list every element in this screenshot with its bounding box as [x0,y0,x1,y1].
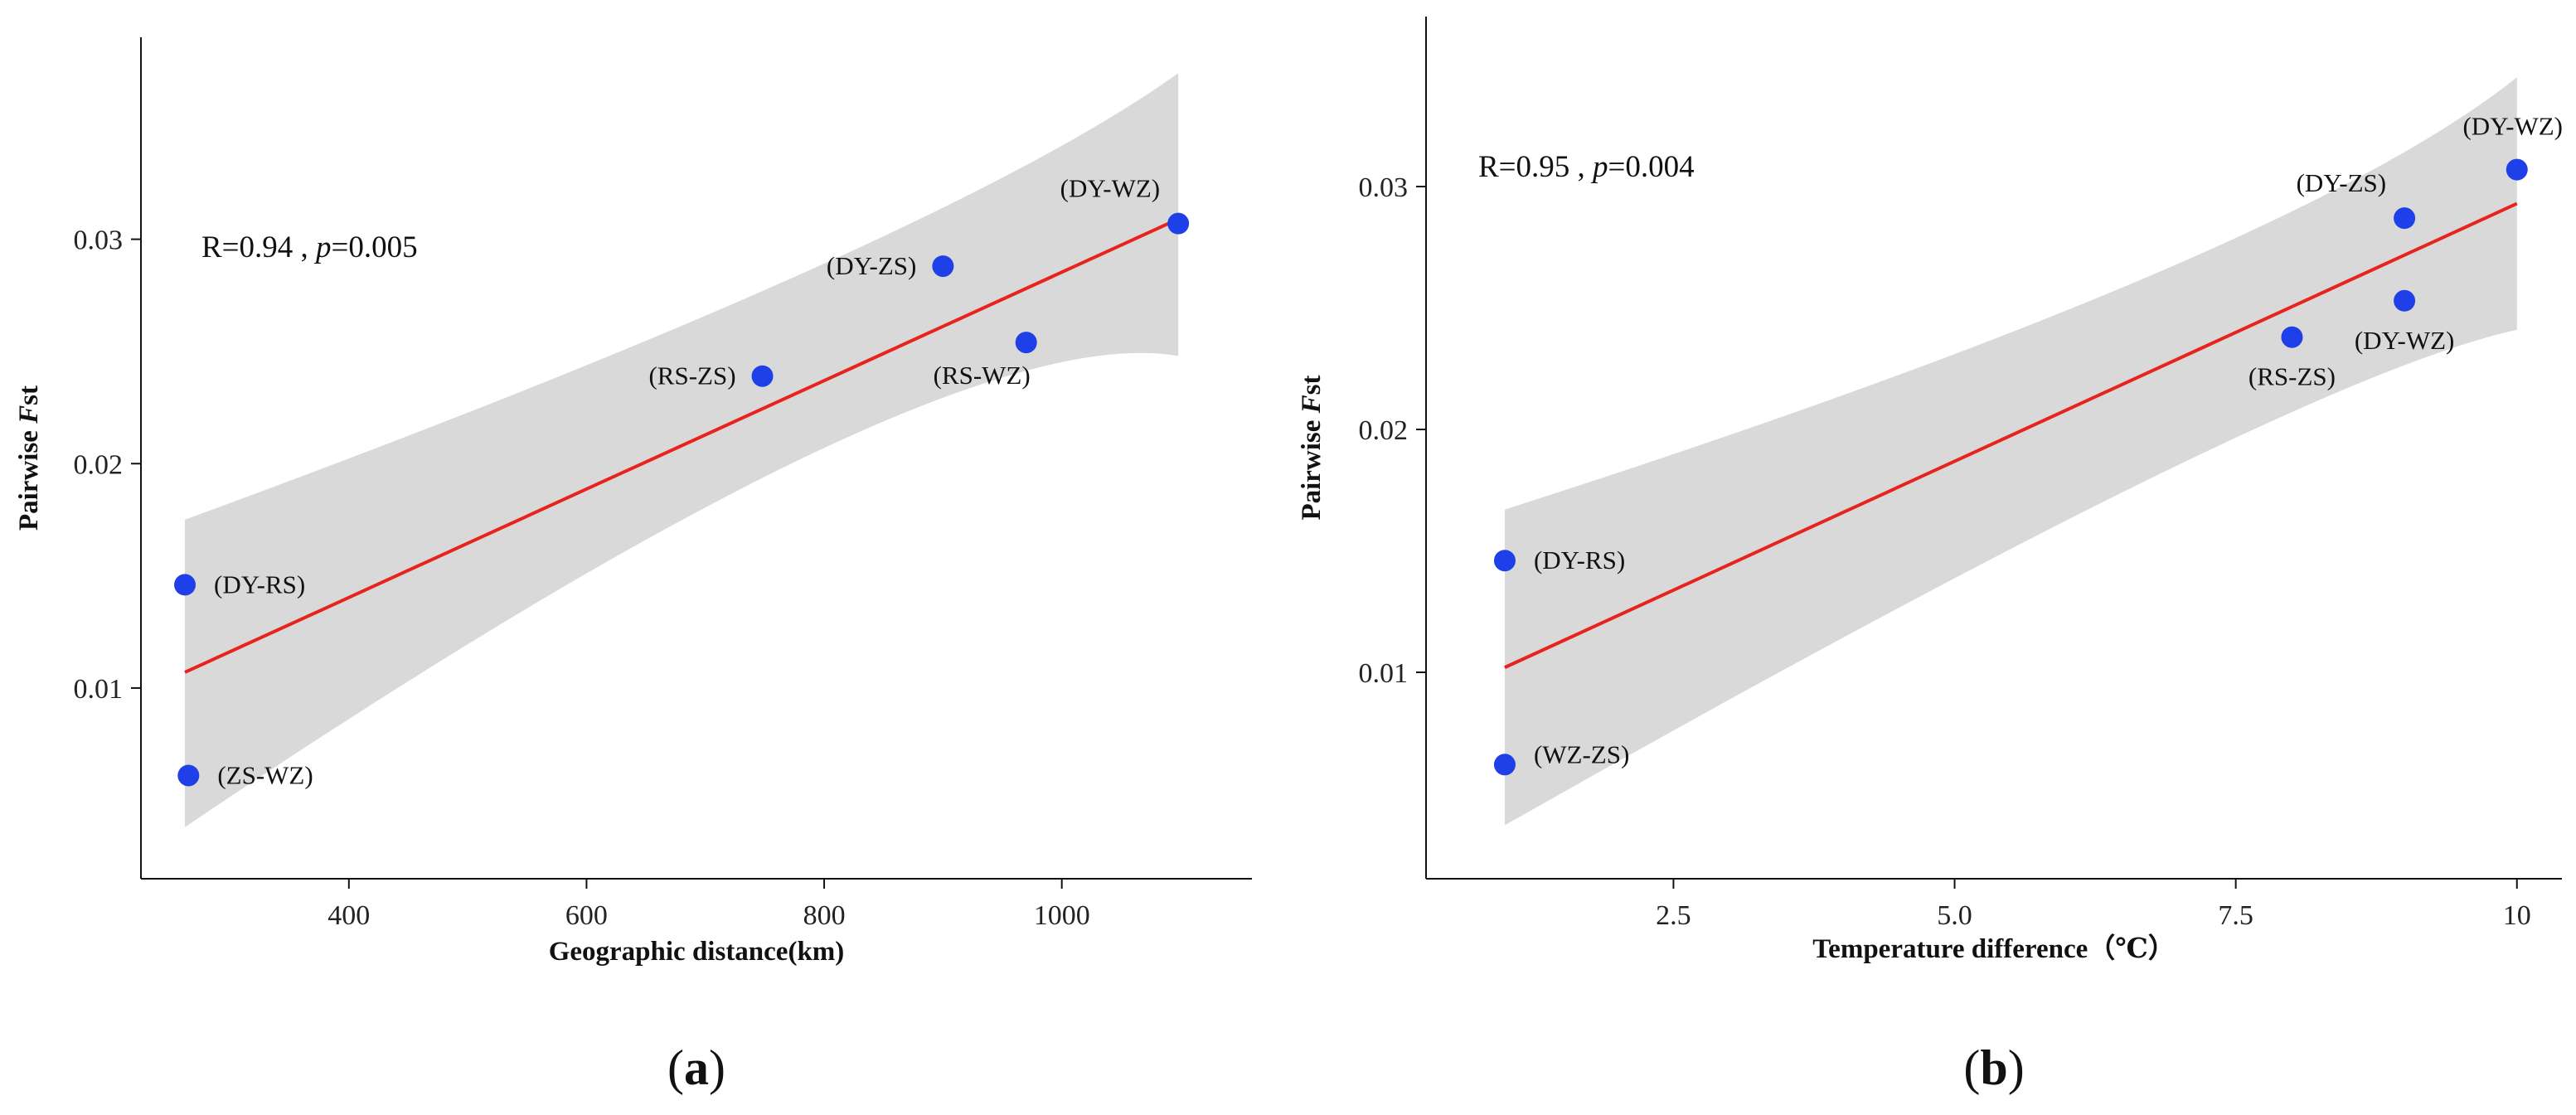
data-point [2394,289,2416,312]
panel-b: 2.5 5.0 7.5 10 0.01 0.02 0.03 (DY-RS) (WZ-ZS) (RS… [1297,17,2563,1095]
r-value: R=0.94 [201,230,293,264]
point-label: (DY-RS) [214,570,305,599]
point-label: (ZS-WZ) [217,760,313,789]
panel-label: (a) [667,1040,725,1095]
data-point [2281,326,2303,348]
data-point [2506,158,2528,181]
data-point [1015,332,1037,354]
y-title-italic: F [14,405,44,424]
panel-label-open: ( [1963,1040,1980,1095]
separator: , [293,230,316,264]
x-axis-title: Temperature difference（℃） [1812,933,2176,964]
x-tick-label: 10 [2503,900,2531,931]
y-title-suffix: st [14,385,44,405]
y-axis-title: Pairwise Fst [1297,375,1327,520]
y-axis-title: Pairwise Fst [14,385,44,531]
y-title-suffix: st [1297,375,1327,395]
point-label: (RS-ZS) [648,361,735,390]
p-symbol: p [1590,150,1608,184]
confidence-band [1504,77,2517,826]
x-tick-label: 800 [803,900,846,931]
y-title-prefix: Pairwise [1297,413,1327,520]
point-label: (DY-WZ) [2462,112,2563,141]
y-tick-label: 0.03 [74,225,124,256]
y-tick-label: 0.03 [1359,172,1409,203]
p-value: =0.004 [1608,150,1695,184]
separator: , [1569,150,1593,184]
x-axis-title: Geographic distance(km) [549,937,845,967]
point-label: (DY-ZS) [2297,168,2387,197]
point-label: (WZ-ZS) [1534,739,1629,768]
x-tick-label: 600 [565,900,608,931]
x-tick-label: 2.5 [1656,900,1691,931]
y-title-italic: F [1297,395,1327,414]
y-tick-label: 0.01 [74,674,124,705]
confidence-band [185,73,1179,827]
p-value: =0.005 [332,230,418,264]
data-point [1167,212,1190,235]
fit-line [1504,201,2518,669]
point-label: (RS-ZS) [2249,362,2336,391]
data-point [932,255,954,278]
r-value: R=0.95 [1478,150,1569,184]
data-point [1493,550,1516,572]
y-tick-label: 0.01 [1359,658,1409,689]
x-tick-label: 7.5 [2218,900,2253,931]
data-point [177,764,200,787]
point-label: (DY-RS) [1534,545,1625,574]
x-tick-label: 400 [327,900,370,931]
x-tick-label: 5.0 [1937,900,1972,931]
point-label: (DY-WZ) [1060,174,1161,203]
x-tick-label: 1000 [1034,900,1090,931]
panel-label-close: ) [709,1040,725,1095]
data-point [2394,207,2416,230]
point-label: (RS-WZ) [934,361,1031,390]
panel-label-letter: b [1980,1040,2007,1095]
panel-label-open: ( [667,1040,684,1095]
y-title-prefix: Pairwise [14,424,44,531]
panel-a: 400 600 800 1000 0.01 0.02 0.03 (DY-RS) (ZS-WZ) (… [14,37,1252,1095]
correlation-annotation: R=0.95 , p=0.004 [1478,150,1695,184]
data-point [751,365,774,387]
point-label: (DY-WZ) [2355,326,2455,355]
fit-line [184,217,1179,674]
panel-label-letter: a [684,1040,709,1095]
point-label: (DY-ZS) [827,251,917,280]
correlation-annotation: R=0.94 , p=0.005 [201,230,418,264]
y-tick-label: 0.02 [1359,415,1409,446]
data-point [1493,754,1516,776]
p-symbol: p [313,230,332,264]
y-tick-label: 0.02 [74,449,124,480]
data-point [174,574,196,596]
panel-label: (b) [1963,1040,2024,1095]
panel-label-close: ) [2008,1040,2025,1095]
